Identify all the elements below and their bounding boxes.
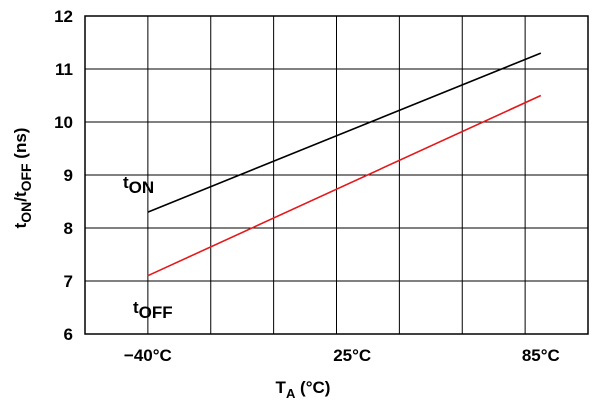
series-lines	[147, 52, 542, 277]
y-tick-label: 8	[64, 219, 73, 238]
series-line-on	[147, 52, 542, 213]
y-tick-label: 10	[54, 113, 73, 132]
y-axis-label: tON/tOFF (ns)	[11, 128, 34, 229]
series-line-off	[147, 94, 542, 277]
x-tick-label: 25°C	[333, 346, 371, 365]
x-axis-label: TA (°C)	[276, 378, 331, 401]
tick-labels: 6 7 8 9 10 11 12 −40°C 25°C 85°C	[54, 7, 560, 365]
series-labels: tON tOFF	[123, 173, 173, 322]
series-label-off: tOFF	[133, 298, 173, 322]
plot-frame	[84, 15, 589, 335]
y-tick-label: 11	[55, 60, 73, 79]
series-label-on: tON	[123, 173, 154, 197]
y-tick-label: 6	[64, 325, 73, 344]
x-tick-label: 85°C	[522, 346, 560, 365]
x-tick-label: −40°C	[124, 346, 172, 365]
y-tick-label: 12	[54, 7, 73, 26]
y-tick-label: 7	[64, 272, 73, 291]
grid	[85, 16, 588, 334]
y-tick-label: 9	[64, 166, 73, 185]
